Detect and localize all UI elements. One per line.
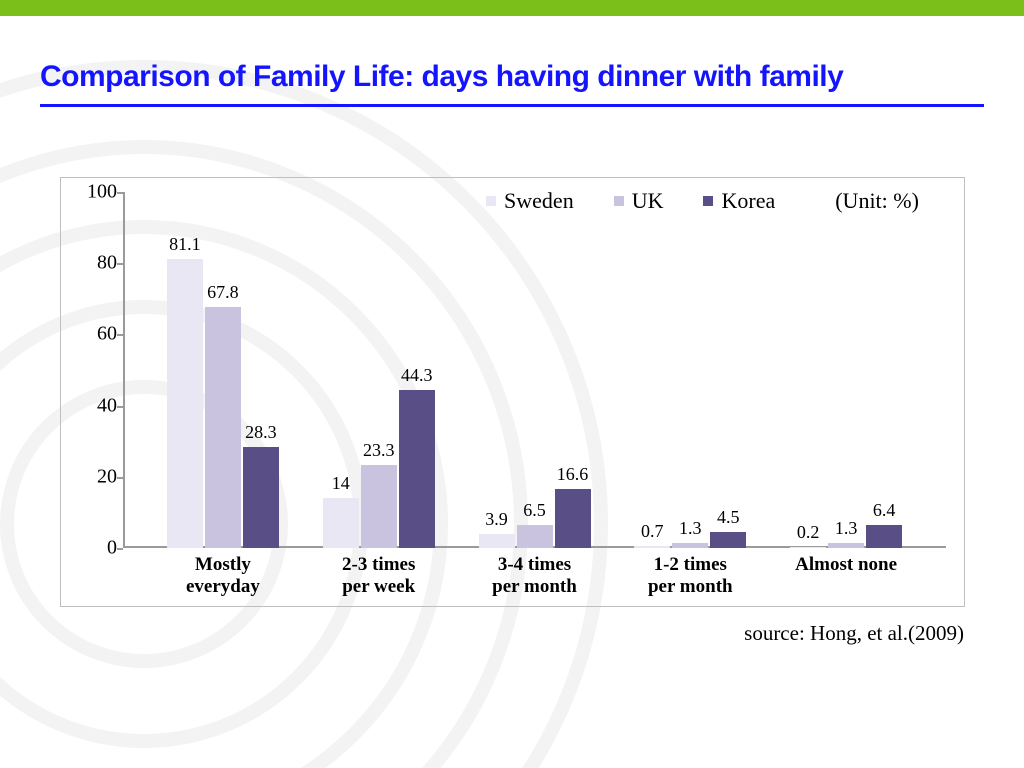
bar <box>243 447 279 548</box>
bar-value-label: 44.3 <box>395 365 439 386</box>
bar <box>517 525 553 548</box>
plot-area: 020406080100 81.167.828.31423.344.33.96.… <box>123 192 946 548</box>
y-tick-mark <box>117 548 123 550</box>
bar <box>828 543 864 548</box>
y-tick-label: 80 <box>75 252 117 275</box>
bar-group: 0.71.34.5 <box>634 192 746 548</box>
category-label: Almost none <box>768 554 924 576</box>
y-tick-label: 0 <box>75 537 117 560</box>
title-underline <box>40 104 984 107</box>
category-label: 2-3 times per week <box>301 554 457 598</box>
bar <box>866 525 902 548</box>
bar <box>555 489 591 548</box>
bar-value-label: 23.3 <box>357 440 401 461</box>
y-tick-label: 40 <box>75 394 117 417</box>
bar <box>710 532 746 548</box>
chart-container: Sweden UK Korea (Unit: %) 020406080100 8… <box>60 177 965 607</box>
bar <box>634 546 670 548</box>
bar <box>399 390 435 548</box>
bar <box>205 307 241 548</box>
y-tick-label: 60 <box>75 323 117 346</box>
bar <box>672 543 708 548</box>
bar <box>790 547 826 548</box>
top-accent-bar <box>0 0 1024 16</box>
y-tick-label: 20 <box>75 465 117 488</box>
bar-value-label: 6.4 <box>862 500 906 521</box>
page-title: Comparison of Family Life: days having d… <box>40 60 984 94</box>
bar-group: 81.167.828.3 <box>167 192 279 548</box>
bar <box>167 259 203 548</box>
y-tick-label: 100 <box>75 181 117 204</box>
bar <box>479 534 515 548</box>
bar <box>361 465 397 548</box>
bar-group: 0.21.36.4 <box>790 192 902 548</box>
bar-value-label: 6.5 <box>513 500 557 521</box>
bar-value-label: 14 <box>319 473 363 494</box>
category-label: Mostly everyday <box>145 554 301 598</box>
bar-group: 3.96.516.6 <box>479 192 591 548</box>
category-label: 3-4 times per month <box>457 554 613 598</box>
bar-group: 1423.344.3 <box>323 192 435 548</box>
bar-value-label: 1.3 <box>824 518 868 539</box>
bar-value-label: 67.8 <box>201 282 245 303</box>
source-citation: source: Hong, et al.(2009) <box>0 621 964 646</box>
bar-value-label: 81.1 <box>163 234 207 255</box>
category-label: 1-2 times per month <box>612 554 768 598</box>
bar <box>323 498 359 548</box>
bar-value-label: 28.3 <box>239 422 283 443</box>
bar-value-label: 16.6 <box>551 464 595 485</box>
bar-value-label: 4.5 <box>706 507 750 528</box>
